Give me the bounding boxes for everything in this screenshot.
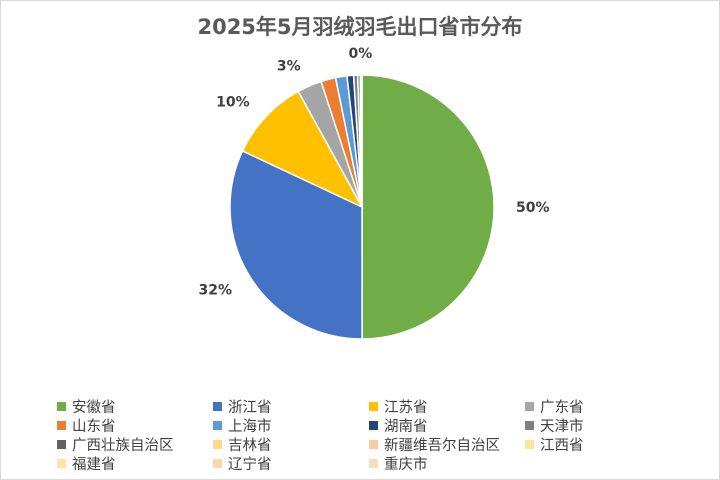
legend-item: 天津市 <box>525 416 675 435</box>
legend-item: 辽宁省 <box>213 454 369 473</box>
legend-label: 广西壮族自治区 <box>72 438 174 454</box>
data-label: 32% <box>198 283 232 299</box>
legend-item: 新疆维吾尔自治区 <box>369 435 525 454</box>
legend-swatch <box>369 440 378 449</box>
legend-swatch <box>57 459 66 468</box>
legend-swatch <box>525 440 534 449</box>
legend-swatch <box>57 402 66 411</box>
legend-swatch <box>57 421 66 430</box>
legend-swatch <box>525 402 534 411</box>
legend-item: 上海市 <box>213 416 369 435</box>
legend-swatch <box>57 440 66 449</box>
legend-swatch <box>213 459 222 468</box>
legend-item: 福建省 <box>57 454 213 473</box>
pie-slice <box>229 149 363 340</box>
legend-label: 江西省 <box>540 438 584 454</box>
pie-chart: 50% 32% 10% 3% 0% <box>198 46 550 340</box>
legend-label: 新疆维吾尔自治区 <box>384 438 500 454</box>
legend-label: 上海市 <box>228 419 272 435</box>
chart-title: 2025年5月羽绒羽毛出口省市分布 <box>197 15 523 39</box>
legend-label: 福建省 <box>72 457 116 473</box>
legend-label: 浙江省 <box>228 400 272 416</box>
legend-swatch <box>213 421 222 430</box>
legend-label: 安徽省 <box>72 400 116 416</box>
chart-legend: 安徽省 浙江省 江苏省 广东省山东省 上海市 湖南省 天津市广西壮族自治区 吉林省 新疆维吾尔自… <box>57 397 675 473</box>
pie-slice <box>241 90 364 209</box>
legend-item: 广西壮族自治区 <box>57 435 213 454</box>
legend-label: 辽宁省 <box>228 457 272 473</box>
legend-label: 天津市 <box>540 419 584 435</box>
legend-item: 江西省 <box>525 435 675 454</box>
data-label: 50% <box>516 200 550 216</box>
legend-item: 安徽省 <box>57 397 213 416</box>
data-label: 0% <box>349 46 373 62</box>
data-label: 3% <box>277 59 301 75</box>
legend-item: 山东省 <box>57 416 213 435</box>
legend-swatch <box>213 440 222 449</box>
data-label: 10% <box>216 95 250 111</box>
legend-label: 吉林省 <box>228 438 272 454</box>
legend-item: 江苏省 <box>369 397 525 416</box>
legend-label: 江苏省 <box>384 400 428 416</box>
legend-swatch <box>213 402 222 411</box>
legend-label: 广东省 <box>540 400 584 416</box>
legend-swatch <box>369 421 378 430</box>
legend-item: 重庆市 <box>369 454 525 473</box>
pie-slice <box>361 74 495 340</box>
legend-swatch <box>369 402 378 411</box>
legend-label: 重庆市 <box>384 457 428 473</box>
legend-item: 广东省 <box>525 397 675 416</box>
legend-item: 浙江省 <box>213 397 369 416</box>
legend-item: 湖南省 <box>369 416 525 435</box>
legend-swatch <box>525 421 534 430</box>
legend-item: 吉林省 <box>213 435 369 454</box>
legend-swatch <box>369 459 378 468</box>
legend-label: 湖南省 <box>384 419 428 435</box>
legend-label: 山东省 <box>72 419 116 435</box>
